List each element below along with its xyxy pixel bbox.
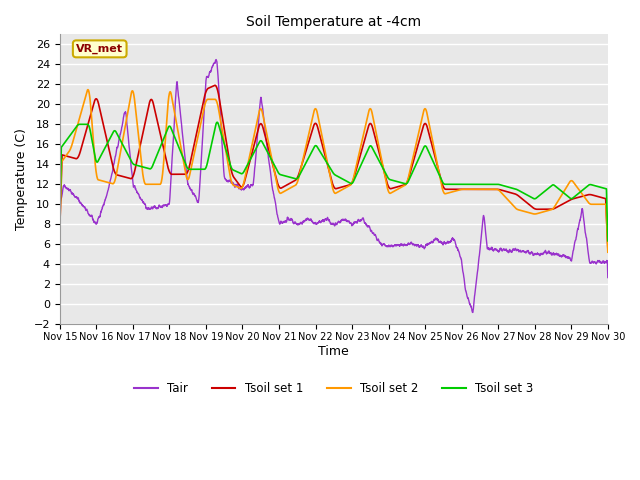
Line: Tsoil set 1: Tsoil set 1	[60, 85, 608, 248]
Line: Tsoil set 2: Tsoil set 2	[60, 90, 608, 252]
Tsoil set 3	[387, 177, 395, 183]
Tsoil set 3	[56, 223, 63, 229]
Tsoil set 3	[397, 180, 404, 185]
Tsoil set 2	[84, 87, 92, 93]
Tsoil set 3	[604, 227, 611, 232]
Line: Tair: Tair	[60, 60, 608, 312]
Tsoil set 1	[56, 227, 63, 232]
Tair	[469, 310, 477, 315]
Tsoil set 3	[173, 141, 181, 146]
Tsoil set 1	[173, 171, 181, 177]
Tsoil set 1	[604, 245, 612, 251]
Tair	[604, 275, 612, 280]
Tsoil set 1	[397, 183, 404, 189]
Line: Tsoil set 3: Tsoil set 3	[60, 122, 608, 241]
X-axis label: Time: Time	[319, 345, 349, 358]
Tair	[212, 57, 220, 62]
Tair	[397, 242, 404, 248]
Tsoil set 3	[552, 184, 560, 190]
Tair	[56, 251, 63, 257]
Tsoil set 2	[56, 228, 63, 234]
Tsoil set 2	[387, 190, 395, 196]
Tsoil set 3	[213, 120, 221, 125]
Tsoil set 1	[209, 84, 217, 89]
Tair	[209, 63, 217, 69]
Tsoil set 1	[604, 238, 611, 244]
Title: Soil Temperature at -4cm: Soil Temperature at -4cm	[246, 15, 421, 29]
Tsoil set 2	[604, 250, 612, 255]
Tsoil set 2	[552, 202, 560, 207]
Tsoil set 2	[209, 96, 217, 102]
Tsoil set 1	[552, 205, 560, 211]
Y-axis label: Temperature (C): Temperature (C)	[15, 128, 28, 230]
Tsoil set 3	[604, 238, 612, 244]
Tsoil set 2	[604, 241, 611, 247]
Tsoil set 1	[387, 186, 395, 192]
Tsoil set 3	[209, 135, 217, 141]
Tair	[604, 269, 611, 275]
Text: VR_met: VR_met	[76, 44, 124, 54]
Tsoil set 1	[211, 83, 219, 88]
Tair	[552, 252, 560, 258]
Tair	[387, 242, 395, 248]
Tair	[173, 79, 181, 85]
Legend: Tair, Tsoil set 1, Tsoil set 2, Tsoil set 3: Tair, Tsoil set 1, Tsoil set 2, Tsoil se…	[130, 377, 538, 399]
Tsoil set 2	[397, 185, 404, 191]
Tsoil set 2	[173, 125, 181, 131]
